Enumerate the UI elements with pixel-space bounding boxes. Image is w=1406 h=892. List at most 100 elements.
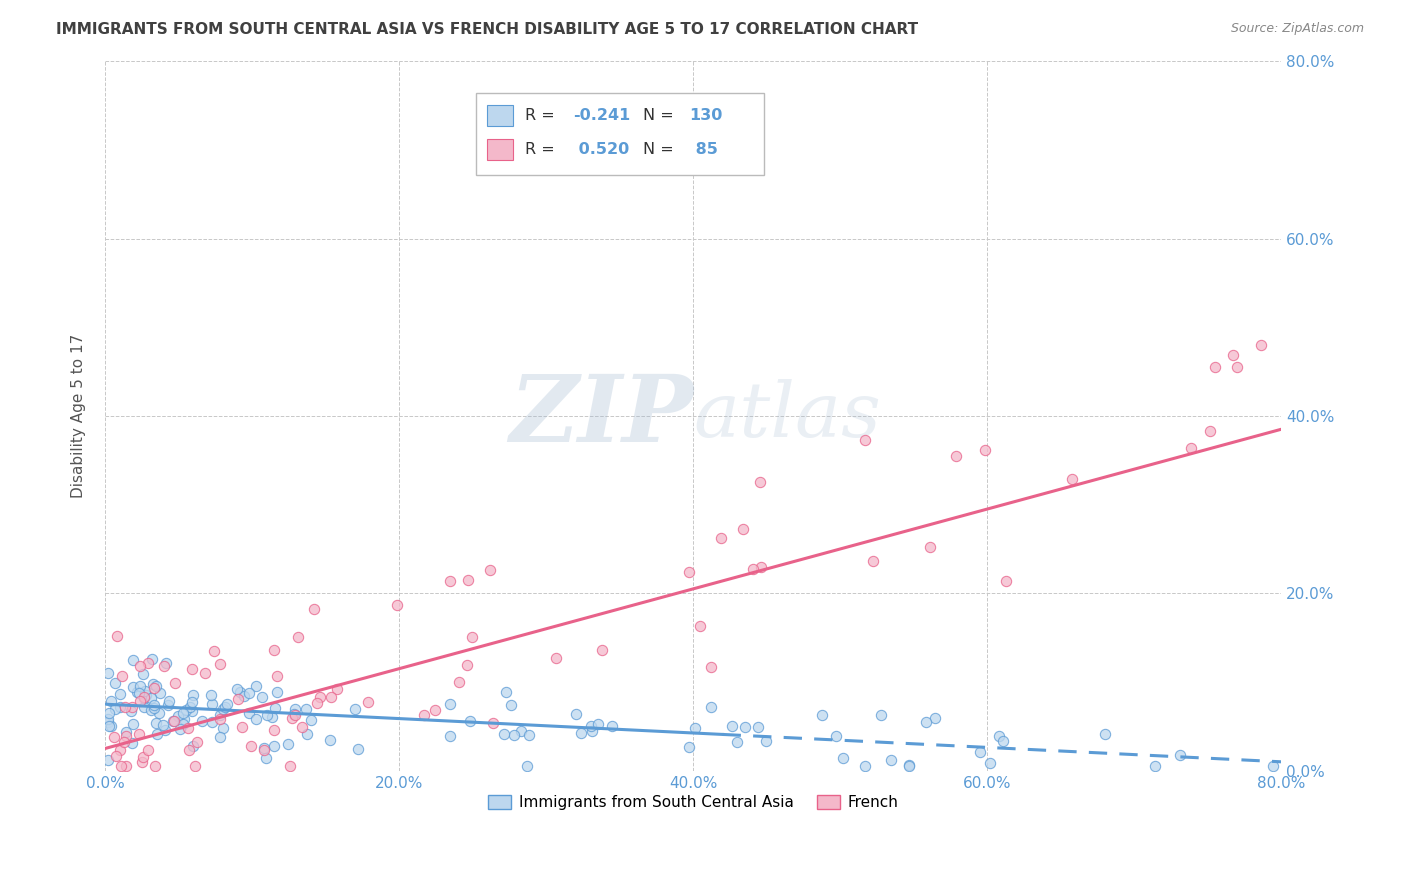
Point xyxy=(132,690,155,704)
Text: 0.520: 0.520 xyxy=(574,143,630,157)
Point xyxy=(201,698,224,712)
Point xyxy=(229,685,252,699)
Point xyxy=(153,723,176,737)
Point xyxy=(683,721,706,735)
Text: R =: R = xyxy=(524,143,560,157)
Point xyxy=(266,669,288,683)
Point xyxy=(208,712,231,726)
Point xyxy=(245,713,267,727)
Point xyxy=(201,714,224,729)
Point xyxy=(132,667,155,681)
Point xyxy=(461,630,484,644)
Point xyxy=(226,691,249,706)
Point xyxy=(152,658,174,673)
Point xyxy=(457,573,479,587)
Point xyxy=(148,706,170,721)
Point xyxy=(139,690,162,705)
Point xyxy=(231,720,253,734)
Point xyxy=(945,449,967,463)
Point xyxy=(100,694,122,708)
Point xyxy=(186,735,208,749)
Point xyxy=(914,715,936,730)
Point xyxy=(898,757,921,772)
Text: atlas: atlas xyxy=(693,379,882,453)
Point xyxy=(108,743,131,757)
Point xyxy=(97,665,120,680)
Text: 130: 130 xyxy=(690,108,723,123)
Point xyxy=(211,721,233,735)
Point xyxy=(105,629,128,643)
Point xyxy=(924,711,946,725)
Point xyxy=(245,679,267,693)
Point xyxy=(734,721,756,735)
Point xyxy=(135,688,157,702)
Point xyxy=(987,730,1010,744)
Point xyxy=(266,685,288,699)
Point xyxy=(108,699,131,714)
Point xyxy=(295,727,318,741)
Point xyxy=(97,715,120,730)
Point xyxy=(898,759,921,773)
Point xyxy=(581,723,603,738)
Point xyxy=(725,735,748,749)
Point xyxy=(132,690,155,705)
Point xyxy=(173,712,195,726)
Point xyxy=(97,712,120,726)
Point xyxy=(209,657,232,671)
Point xyxy=(104,702,127,716)
Point xyxy=(181,688,204,702)
Point xyxy=(252,690,274,705)
Point xyxy=(600,719,623,733)
Point xyxy=(131,755,153,769)
Point xyxy=(200,688,222,702)
Point xyxy=(357,695,380,709)
Point xyxy=(115,725,138,739)
Point xyxy=(181,662,204,676)
Text: IMMIGRANTS FROM SOUTH CENTRAL ASIA VS FRENCH DISABILITY AGE 5 TO 17 CORRELATION : IMMIGRANTS FROM SOUTH CENTRAL ASIA VS FR… xyxy=(56,22,918,37)
Point xyxy=(307,697,329,711)
Point xyxy=(343,702,366,716)
Point xyxy=(184,759,207,773)
Point xyxy=(163,676,186,690)
Point xyxy=(143,698,166,712)
Point xyxy=(143,759,166,773)
Point xyxy=(120,704,142,718)
Point xyxy=(309,690,332,705)
Point xyxy=(749,475,772,490)
Point xyxy=(659,161,682,175)
Point xyxy=(1261,759,1284,773)
Text: N =: N = xyxy=(643,143,679,157)
Point xyxy=(853,433,876,447)
Point xyxy=(146,726,169,740)
Point xyxy=(129,679,152,693)
Point xyxy=(1168,747,1191,762)
Point xyxy=(202,644,225,658)
Point xyxy=(1143,759,1166,773)
Point xyxy=(284,708,307,723)
Point xyxy=(253,742,276,756)
Point xyxy=(579,719,602,733)
Point xyxy=(439,574,461,588)
Point xyxy=(283,706,305,721)
Point xyxy=(214,700,236,714)
Point xyxy=(278,759,301,773)
Point xyxy=(295,702,318,716)
Point xyxy=(731,522,754,536)
Point xyxy=(100,718,122,732)
Bar xyxy=(488,105,513,127)
Point xyxy=(678,565,700,579)
Point xyxy=(108,687,131,701)
Point xyxy=(277,737,299,751)
Point xyxy=(749,559,772,574)
Point xyxy=(254,751,277,765)
Point xyxy=(155,656,177,670)
Point xyxy=(128,686,150,700)
Point xyxy=(503,728,526,742)
Text: -0.241: -0.241 xyxy=(574,108,630,123)
Point xyxy=(1094,726,1116,740)
Point xyxy=(142,700,165,714)
Point xyxy=(281,711,304,725)
Point xyxy=(212,702,235,716)
Point xyxy=(157,694,180,708)
Point xyxy=(862,554,884,568)
